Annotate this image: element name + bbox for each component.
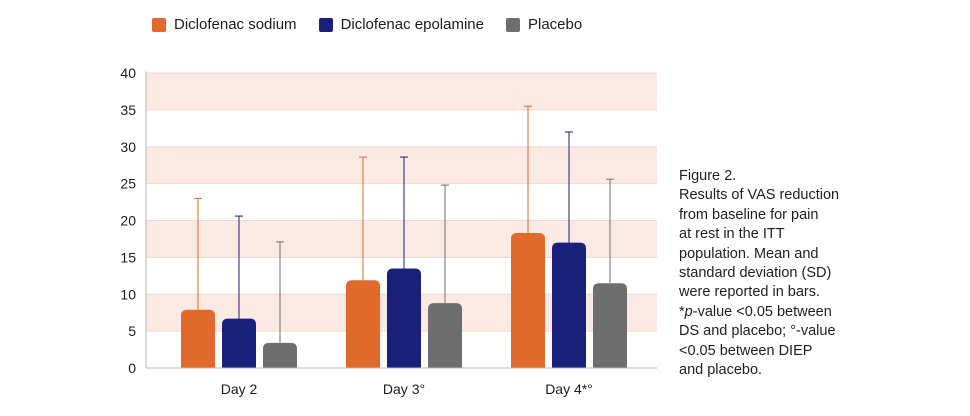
x-category-label: Day 3° — [383, 381, 425, 397]
legend-swatch-diclofenac-sodium — [152, 17, 166, 32]
caption-line: and placebo. — [679, 362, 763, 379]
y-tick-labels: 0 5 10 15 20 25 30 35 40 — [120, 65, 136, 376]
caption-line: were reported in bars. — [679, 284, 821, 301]
caption-line: <0.05 between DIEP — [679, 342, 813, 359]
figure-caption: Figure 2. Results of VAS reduction from … — [679, 167, 859, 380]
y-tick-label: 35 — [120, 102, 136, 118]
y-tick-label: 40 — [120, 65, 136, 81]
legend-item-placebo: Placebo — [505, 16, 583, 33]
bar — [552, 242, 586, 368]
legend: Diclofenac sodium Diclofenac epolamine P… — [152, 16, 582, 33]
y-tick-label: 5 — [128, 323, 136, 339]
caption-line: at rest in the ITT — [679, 226, 785, 243]
background-band — [146, 73, 657, 110]
bar — [263, 342, 297, 368]
caption-title: Figure 2. — [679, 168, 737, 184]
y-tick-label: 25 — [120, 176, 136, 192]
legend-label: Diclofenac epolamine — [340, 16, 484, 33]
axes — [145, 71, 657, 369]
y-tick-label: 0 — [128, 360, 136, 376]
footnote-star: * — [679, 303, 685, 320]
caption-line: population. Mean and — [679, 245, 819, 262]
y-tick-label: 30 — [120, 139, 136, 155]
caption-line: Results of VAS reduction — [679, 187, 840, 204]
legend-item-diclofenac-epolamine: Diclofenac epolamine — [318, 16, 484, 33]
caption-line: DS and placebo; °-value — [679, 323, 836, 340]
bar — [511, 233, 545, 368]
bar — [222, 318, 256, 368]
caption-line: standard deviation (SD) — [679, 265, 832, 282]
y-tick-label: 15 — [120, 249, 136, 265]
bar — [593, 283, 627, 368]
legend-swatch-diclofenac-epolamine — [318, 17, 333, 32]
x-category-label: Day 4*° — [545, 381, 593, 397]
footnote-text: -value <0.05 between — [692, 303, 832, 320]
legend-item-diclofenac-sodium: Diclofenac sodium — [152, 16, 297, 33]
y-tick-label: 20 — [120, 213, 136, 229]
bar — [387, 268, 421, 368]
x-category-labels: Day 2 Day 3° Day 4*° — [221, 381, 593, 397]
legend-swatch-placebo — [505, 17, 520, 32]
bar — [346, 280, 380, 368]
bars — [181, 233, 627, 368]
background-band — [146, 146, 657, 184]
legend-label: Diclofenac sodium — [174, 16, 297, 33]
caption-footnote-line: *p-value <0.05 between — [679, 303, 859, 322]
caption-line: from baseline for pain — [679, 206, 819, 223]
x-category-label: Day 2 — [221, 381, 258, 397]
error-bars — [194, 105, 614, 343]
footnote-italic-p: p — [684, 303, 693, 320]
y-tick-label: 10 — [120, 286, 136, 302]
legend-label: Placebo — [527, 16, 583, 33]
bar — [181, 309, 215, 368]
bar — [428, 303, 462, 368]
